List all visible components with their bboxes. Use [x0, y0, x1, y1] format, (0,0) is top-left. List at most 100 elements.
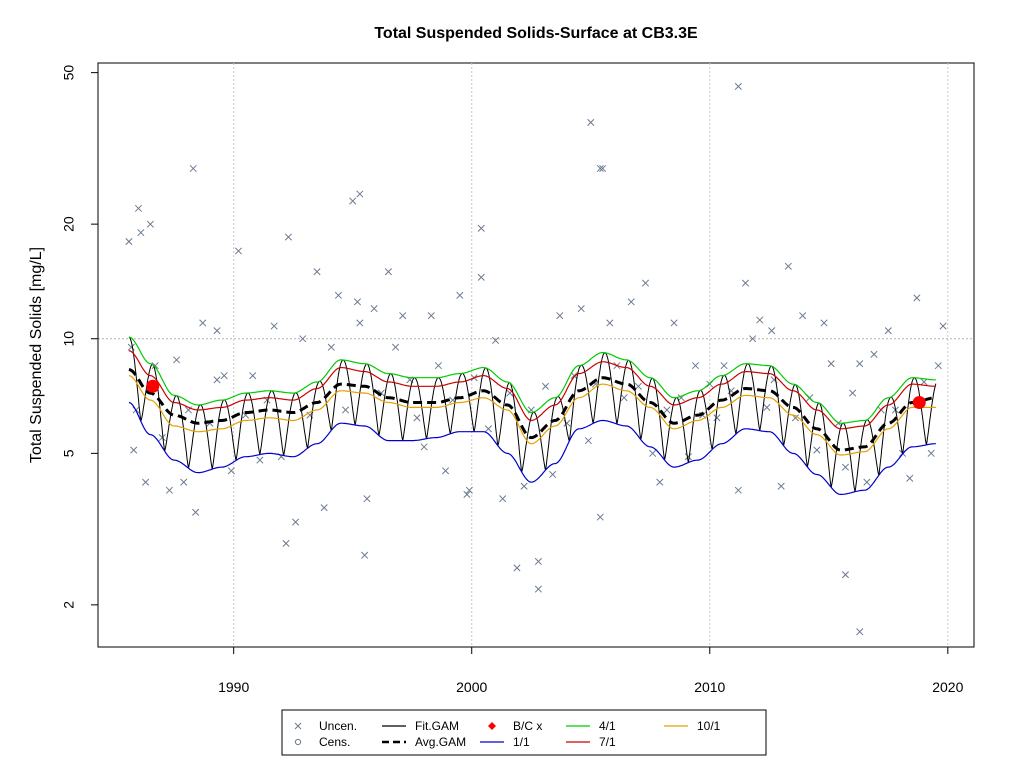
- observation-x-stroke: [939, 322, 947, 330]
- observation-point: [768, 327, 776, 335]
- observation-x-stroke: [125, 238, 133, 246]
- observation-point: [158, 434, 166, 442]
- observation-point: [220, 372, 228, 380]
- fit-gam-line: [128, 336, 937, 492]
- observation-x-stroke: [556, 312, 564, 320]
- observation-x-stroke: [870, 350, 878, 358]
- observation-point: [213, 327, 221, 335]
- x-tick-label: 2020: [932, 679, 963, 695]
- observation-x-stroke: [292, 518, 300, 526]
- observation-point: [180, 478, 188, 486]
- observation-x-stroke: [361, 551, 369, 559]
- legend-item: 4/1: [566, 719, 616, 733]
- observation-x-stroke: [463, 490, 471, 498]
- legend-label: 1/1: [513, 735, 530, 749]
- observation-x-stroke: [327, 343, 335, 351]
- legend-item: Avg.GAM: [382, 735, 466, 749]
- observation-x-stroke: [541, 382, 550, 390]
- observation-point: [841, 571, 850, 579]
- series-line-10-1: [128, 375, 936, 456]
- legend-x-marker: [294, 722, 302, 730]
- observation-point: [192, 508, 200, 516]
- legend-item: Uncen.: [294, 719, 357, 733]
- observation-point: [434, 362, 442, 370]
- observation-x-stroke: [356, 190, 364, 198]
- observation-x-stroke: [591, 380, 600, 388]
- bc-point: [146, 379, 160, 393]
- observation-x-stroke: [213, 376, 221, 384]
- legend-label: Avg.GAM: [415, 735, 466, 749]
- observation-point: [484, 425, 492, 433]
- observation-point: [634, 382, 642, 390]
- observation-x-stroke: [399, 312, 407, 320]
- grid-lines: [233, 63, 949, 647]
- observation-point: [234, 247, 242, 255]
- observation-x-stroke: [392, 343, 400, 351]
- y-tick-label: 50: [61, 65, 77, 81]
- observation-x-stroke: [484, 425, 492, 433]
- observation-x-stroke: [313, 268, 321, 276]
- observation-point: [441, 467, 450, 475]
- observation-x-stroke: [127, 343, 135, 351]
- y-tick-label: 10: [61, 331, 77, 347]
- observation-point: [691, 362, 700, 370]
- observation-x-stroke: [434, 362, 442, 370]
- observation-point: [292, 518, 300, 526]
- observation-point: [734, 82, 742, 90]
- observation-x-stroke: [180, 478, 188, 486]
- observation-x-stroke: [320, 504, 328, 512]
- legend-label: Cens.: [319, 735, 350, 749]
- observation-point: [813, 446, 821, 454]
- observation-x-stroke: [734, 486, 742, 494]
- observation-x-stroke: [284, 233, 292, 241]
- observation-point: [137, 229, 145, 237]
- observation-x-stroke: [934, 362, 942, 370]
- observation-x-stroke: [227, 467, 235, 475]
- observation-point: [534, 585, 542, 593]
- observation-x-stroke: [620, 394, 628, 402]
- observation-point: [151, 362, 159, 370]
- observation-points: [125, 82, 947, 636]
- observation-point: [370, 305, 378, 313]
- observation-point: [856, 360, 864, 368]
- legend-label: 7/1: [599, 735, 616, 749]
- observation-point: [649, 449, 657, 457]
- chart-title: Total Suspended Solids-Surface at CB3.3E: [374, 25, 698, 42]
- observation-x-stroke: [663, 406, 671, 414]
- observation-point: [741, 279, 750, 287]
- observation-x-stroke: [342, 406, 350, 414]
- legend-diamond-marker: [488, 722, 496, 730]
- observation-point: [327, 343, 335, 351]
- observation-x-stroke: [213, 327, 221, 335]
- legend-circle-marker: [294, 738, 302, 746]
- observation-point: [127, 343, 135, 351]
- observation-x-stroke: [913, 294, 921, 302]
- observation-x-stroke: [920, 378, 928, 386]
- series-line-4-1: [128, 336, 936, 424]
- observation-point: [420, 443, 428, 451]
- observation-point: [799, 312, 807, 320]
- observation-point: [570, 372, 578, 380]
- observation-x-stroke: [370, 305, 378, 313]
- observation-x-stroke: [137, 229, 145, 237]
- observation-point: [384, 268, 392, 276]
- observation-x-stroke: [499, 495, 507, 503]
- observation-x-stroke: [596, 164, 604, 173]
- observation-point: [189, 164, 197, 173]
- legend: Uncen. Cens. Fit.GAM Avg.GAM B/C x 1/1 4/1 7/1 1…: [281, 709, 767, 756]
- observation-x-stroke: [299, 335, 307, 343]
- observation-point: [356, 319, 364, 327]
- observation-x-stroke: [356, 319, 364, 327]
- observation-point: [884, 327, 892, 335]
- observation-point: [356, 190, 364, 198]
- observation-point: [165, 486, 173, 494]
- observation-x-stroke: [906, 474, 914, 482]
- observation-x-stroke: [413, 414, 421, 422]
- observation-point: [684, 453, 692, 461]
- observation-point: [363, 495, 371, 503]
- observation-x-stroke: [827, 360, 835, 368]
- observation-point: [934, 362, 942, 370]
- observation-point: [249, 372, 257, 380]
- observation-point: [491, 336, 500, 344]
